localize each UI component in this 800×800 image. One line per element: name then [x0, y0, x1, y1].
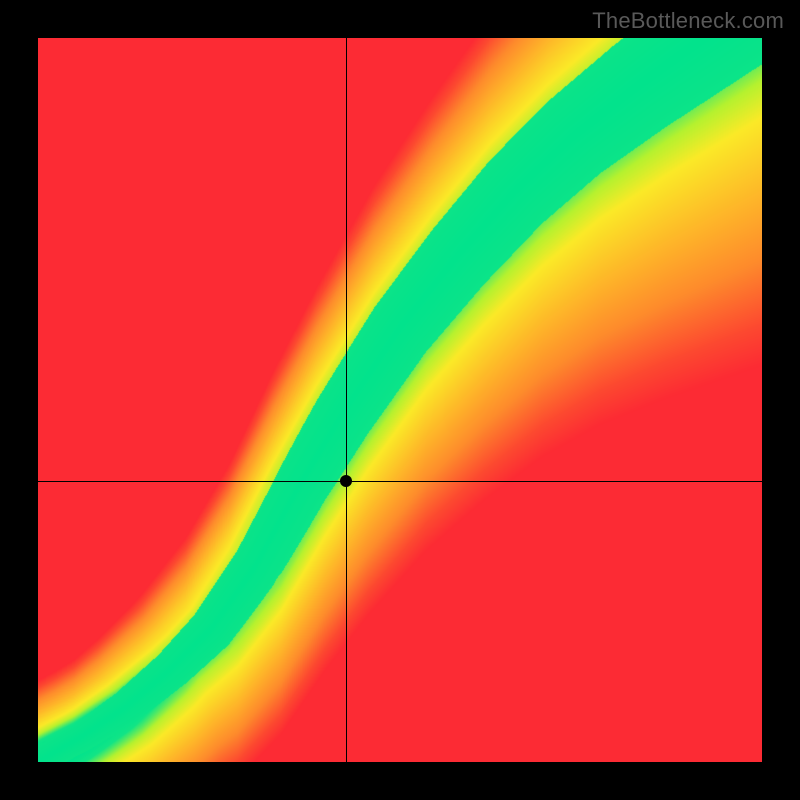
watermark-text: TheBottleneck.com [592, 8, 784, 34]
heatmap-canvas [38, 38, 762, 762]
crosshair-vertical [346, 38, 347, 762]
chart-container: TheBottleneck.com [0, 0, 800, 800]
crosshair-horizontal [38, 481, 762, 482]
crosshair-marker-dot [340, 475, 352, 487]
heatmap-plot-area [38, 38, 762, 762]
